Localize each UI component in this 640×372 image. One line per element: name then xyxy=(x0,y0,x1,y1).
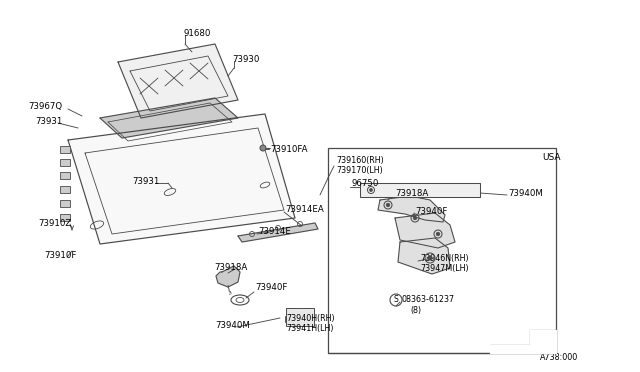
Text: 73940H(RH): 73940H(RH) xyxy=(286,314,335,323)
Polygon shape xyxy=(118,44,238,118)
Circle shape xyxy=(413,216,417,220)
Polygon shape xyxy=(378,196,445,222)
Polygon shape xyxy=(216,266,240,287)
Circle shape xyxy=(260,145,266,151)
Text: 739160(RH): 739160(RH) xyxy=(336,157,384,166)
Text: 73931: 73931 xyxy=(132,177,159,186)
Text: S: S xyxy=(394,295,398,305)
Polygon shape xyxy=(68,114,295,244)
Polygon shape xyxy=(238,223,318,242)
Circle shape xyxy=(369,189,372,192)
Text: 73941H(LH): 73941H(LH) xyxy=(286,324,333,333)
Text: 08363-61237: 08363-61237 xyxy=(401,295,454,305)
Text: 73931: 73931 xyxy=(35,118,62,126)
Text: A738:000: A738:000 xyxy=(540,353,579,362)
Bar xyxy=(286,308,314,326)
FancyBboxPatch shape xyxy=(60,214,70,221)
Polygon shape xyxy=(395,213,455,248)
Circle shape xyxy=(436,232,440,236)
Polygon shape xyxy=(100,98,238,138)
Text: 73914EA: 73914EA xyxy=(285,205,324,215)
FancyBboxPatch shape xyxy=(60,172,70,179)
Text: 73940M: 73940M xyxy=(215,321,250,330)
Text: 73918A: 73918A xyxy=(395,189,428,198)
Circle shape xyxy=(386,203,390,207)
Text: 73940F: 73940F xyxy=(415,206,447,215)
Text: (8): (8) xyxy=(410,307,421,315)
Text: 73910FA: 73910FA xyxy=(270,144,307,154)
Text: 73947M(LH): 73947M(LH) xyxy=(420,263,468,273)
Text: 73967Q: 73967Q xyxy=(28,103,62,112)
Text: USA: USA xyxy=(542,153,561,161)
Text: 91680: 91680 xyxy=(183,29,211,38)
Polygon shape xyxy=(490,330,556,353)
FancyBboxPatch shape xyxy=(60,159,70,166)
Polygon shape xyxy=(398,238,450,274)
FancyBboxPatch shape xyxy=(60,200,70,207)
FancyBboxPatch shape xyxy=(60,146,70,153)
Text: 73910F: 73910F xyxy=(44,251,76,260)
Text: 73940F: 73940F xyxy=(255,283,287,292)
Text: 96750: 96750 xyxy=(352,179,380,187)
Text: 73946N(RH): 73946N(RH) xyxy=(420,253,468,263)
Bar xyxy=(360,183,480,197)
Text: 73930: 73930 xyxy=(232,55,259,64)
Text: 73940M: 73940M xyxy=(508,189,543,198)
Text: 73910Z: 73910Z xyxy=(38,219,71,228)
FancyBboxPatch shape xyxy=(60,186,70,193)
Bar xyxy=(328,148,556,353)
Text: 739170(LH): 739170(LH) xyxy=(336,167,383,176)
Text: 73914E: 73914E xyxy=(258,228,291,237)
Circle shape xyxy=(428,256,432,260)
Text: 73918A: 73918A xyxy=(214,263,247,273)
